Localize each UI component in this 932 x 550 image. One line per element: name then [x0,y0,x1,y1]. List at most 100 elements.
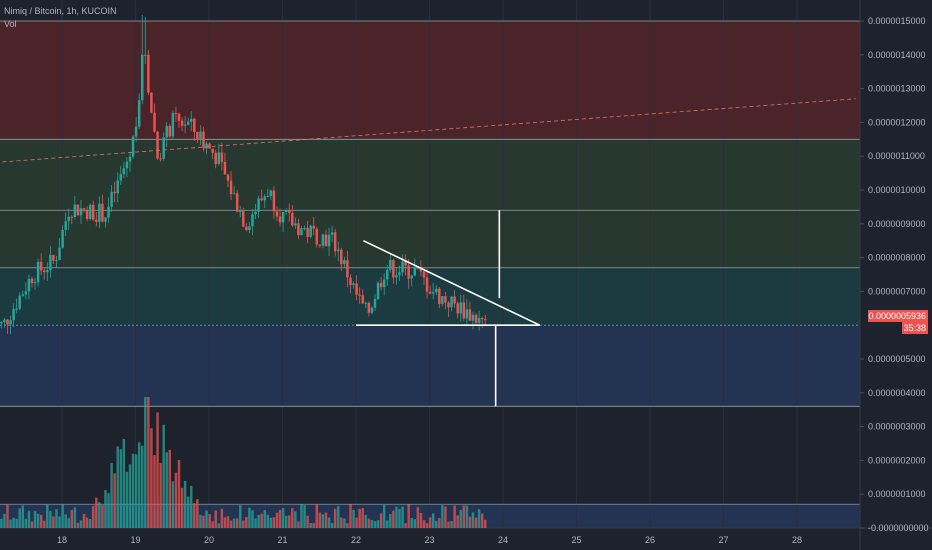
volume-bar [278,509,282,528]
volume-bar [321,514,325,528]
candle-body [346,260,349,278]
candle-body [272,190,276,212]
time-axis[interactable]: 18 19 20 21 22 23 24 25 26 27 28 [57,535,802,545]
time-tick-label: 28 [792,535,802,545]
volume-bar [104,490,107,528]
candle-body [428,291,432,294]
volume-bar [177,459,181,528]
volume-bar [122,438,126,528]
time-tick-label: 21 [277,535,287,545]
candle-body [107,206,110,218]
candle-body [416,267,420,269]
triangle-upper-line [363,239,541,326]
volume-bar [113,473,116,528]
volume-bar [0,518,3,528]
volume-bar [407,504,410,528]
candle-body [202,131,205,149]
price-axis[interactable]: 0.0000015000 0.0000014000 0.0000013000 0.00… [860,16,929,533]
volume-bar [422,520,426,528]
volume-bar [324,512,328,528]
volume-bar [186,496,190,528]
volume-bar [318,512,322,528]
candle-body [315,228,319,245]
price-tick-label: 0.0000012000 [868,117,926,127]
volume-bar [183,480,187,528]
volume-bar [416,507,420,528]
candle-body [116,180,119,194]
volume-bar [131,453,135,528]
candle-body [229,180,233,195]
candle-body [441,296,444,304]
volume-bar [76,522,80,528]
volume-bar [465,505,469,528]
volume-bar [235,518,239,528]
volume-bar [401,506,404,528]
candlestick-series [0,14,487,335]
volume-bar [153,455,156,528]
volume-bar [431,513,435,528]
candle-body [251,214,254,227]
candle-body [217,152,221,164]
volume-bar [379,513,383,528]
time-tick-label: 23 [424,535,434,545]
candle-body [122,168,126,175]
volume-bar [190,485,193,528]
candle-body [85,209,89,220]
volume-bar [64,514,67,528]
price-tick-label: 0.0000015000 [868,16,926,26]
candle-body [352,283,355,285]
volume-bar [413,519,417,528]
volume-bar [456,515,459,528]
volume-bar [361,508,364,528]
candle-body [131,136,135,157]
candle-body [288,210,291,213]
candle-body [76,204,80,216]
price-tick-label: 0.0000007000 [868,286,926,296]
candle-body [435,288,438,293]
candle-body [297,223,300,236]
volume-bar [352,509,355,528]
candle-body [407,265,410,279]
candle-body [337,249,340,252]
symbol-title[interactable]: Nimiq / Bitcoin, 1h, KUCOIN [4,6,117,16]
volume-bar [165,452,168,528]
candle-body [18,295,21,309]
volume-bar [58,516,61,528]
candle-body [64,221,67,230]
volume-bar [18,508,21,528]
volume-bar [471,512,475,528]
time-tick-label: 22 [351,535,361,545]
price-tick-label: 0.0000008000 [868,253,926,263]
volume-bar [98,502,101,528]
volume-bar [248,507,251,528]
volume-bar [6,504,9,528]
candle-body [257,198,260,212]
volume-bar [95,497,98,528]
candle-body [459,302,462,314]
volume-bar [119,449,123,528]
candle-body [447,302,450,308]
candle-body [9,320,12,325]
candle-body [196,132,199,140]
candle-body [220,152,224,162]
candle-body [193,118,196,133]
volume-bar [220,508,224,528]
volume-bar [3,513,6,528]
volume-bar [70,509,74,528]
price-tick-label: -0.0000000000 [868,523,929,533]
candle-body [12,308,15,321]
candle-body [480,317,484,320]
volume-indicator-label[interactable]: Vol [4,19,17,29]
candle-body [294,223,297,226]
volume-bar [193,503,196,528]
price-tick-label: 0.0000003000 [868,422,926,432]
candle-body [254,211,257,215]
volume-bar [144,397,147,528]
volume-bar [202,515,205,528]
candle-body [291,212,294,226]
candle-body [465,309,469,319]
candle-body [137,100,141,127]
candle-body [70,216,74,218]
dashed-trend-line [0,98,856,163]
